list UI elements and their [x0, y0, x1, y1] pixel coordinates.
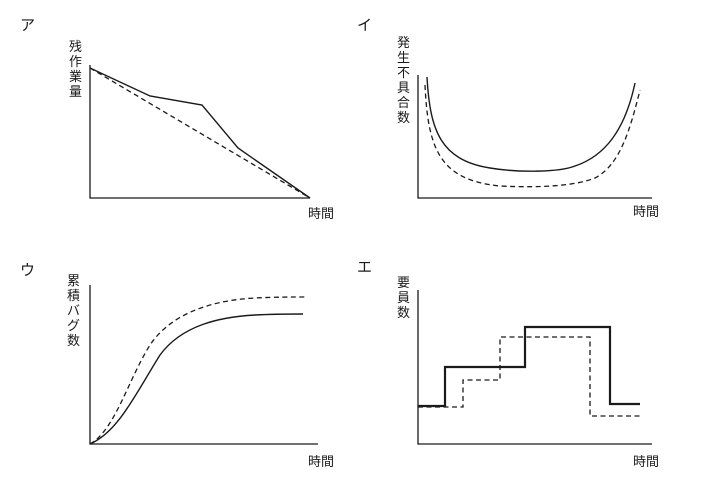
panel-a-ylabel-char: 作 [69, 55, 82, 70]
panel-a-xlabel: 時間 [308, 207, 334, 222]
panel-a-planned-line [89, 67, 311, 199]
panel-b-ylabel-char: 不 [397, 66, 410, 81]
panel-c-xlabel: 時間 [308, 455, 334, 470]
panel-b-ylabel: 発 生 不 具 合 数 [397, 36, 410, 126]
panel-d-ylabel-char: 要 [397, 276, 410, 291]
panel-b-label: イ [357, 16, 372, 34]
panel-b-ylabel-char: 具 [397, 81, 410, 96]
panel-a-ylabel-char: 量 [69, 85, 82, 100]
panel-a-ylabel-char: 業 [69, 69, 82, 85]
panel-c-label: ウ [20, 261, 35, 279]
panel-c-ylabel: 累 積 バ グ 数 [67, 274, 80, 349]
panel-b-ylabel-char: 数 [397, 111, 410, 126]
panel-b-ylabel-char: 発 [397, 36, 410, 51]
panel-d-axes [417, 290, 652, 445]
panel-c-ylabel-char: 数 [67, 334, 80, 349]
panel-a: ア 残 作 業 量 時間 [20, 16, 334, 222]
panel-c-solid-curve [89, 313, 304, 445]
panel-a-ylabel: 残 作 業 量 [69, 40, 82, 100]
panel-c-ylabel-char: 積 [67, 289, 80, 304]
panel-b-dashed-curve [424, 84, 641, 188]
panel-c-dashed-curve [89, 296, 306, 445]
panel-b-ylabel-char: 生 [397, 51, 410, 66]
panel-d: エ 要 員 数 時間 [357, 258, 659, 470]
panel-c-ylabel-char: グ [67, 319, 80, 334]
panel-b-xlabel: 時間 [633, 205, 659, 220]
panel-d-ylabel-char: 員 [397, 291, 410, 306]
panel-d-label: エ [357, 258, 372, 276]
panel-d-solid-step [418, 325, 640, 408]
panel-b-axes [417, 75, 652, 199]
panel-d-dashed-step [418, 336, 640, 417]
panel-c-axes [89, 285, 318, 445]
panel-a-label: ア [20, 16, 35, 34]
panel-c-ylabel-char: バ [67, 304, 80, 319]
panel-c-ylabel-char: 累 [67, 274, 80, 289]
panel-a-ylabel-char: 残 [69, 40, 82, 55]
panel-d-ylabel: 要 員 数 [397, 276, 410, 321]
panel-b-ylabel-char: 合 [397, 96, 410, 111]
panel-c: ウ 累 積 バ グ 数 時間 [20, 261, 334, 470]
panel-b: イ 発 生 不 具 合 数 時間 [357, 16, 659, 220]
panel-a-actual-line [89, 67, 311, 199]
panel-d-ylabel-char: 数 [397, 306, 410, 321]
panel-a-axes [89, 65, 310, 199]
panel-d-xlabel: 時間 [633, 455, 659, 470]
panel-b-solid-curve [426, 76, 636, 172]
